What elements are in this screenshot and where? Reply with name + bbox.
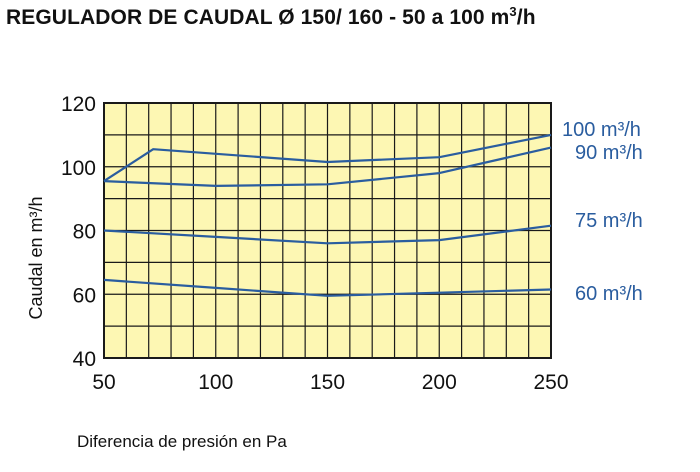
series-labels: 100 m³/h90 m³/h 75 m³/h 60 m³/h [562,119,643,305]
x-tick-label: 100 [198,371,233,394]
series-line-3 [103,224,552,245]
y-tick-label: 40 [73,348,96,371]
title-tail: /h [516,6,536,29]
series-line-1 [103,133,552,183]
x-tick-label: 50 [92,371,115,394]
series-label: 100 m³/h [562,119,641,141]
series-line-2 [103,146,552,187]
chart-title: REGULADOR DE CAUDAL Ø 150/ 160 - 50 a 10… [6,4,536,30]
grid [104,103,551,358]
title-superscript: 3 [509,4,517,19]
x-axis-label: Diferencia de presión en Pa [77,432,287,451]
y-tick-label: 120 [61,93,96,116]
y-tick-labels: 40 60 80 100 120 [61,93,96,371]
x-tick-label: 250 [533,371,568,394]
x-tick-label: 150 [310,371,345,394]
title-main: REGULADOR DE CAUDAL Ø 150/ 160 - 50 a 10… [6,6,510,29]
x-tick-labels: 50 100 150 200 250 [92,371,568,394]
series-layer [103,133,552,297]
series-line-4 [103,278,552,297]
series-label: 60 m³/h [575,283,643,305]
y-tick-label: 100 [61,157,96,180]
y-tick-label: 60 [73,284,96,307]
x-tick-label: 200 [422,371,457,394]
y-axis-label: Caudal en m³/h [26,196,46,319]
series-label: 75 m³/h [575,210,643,232]
y-tick-label: 80 [73,221,96,244]
series-label: 90 m³/h [575,142,643,164]
